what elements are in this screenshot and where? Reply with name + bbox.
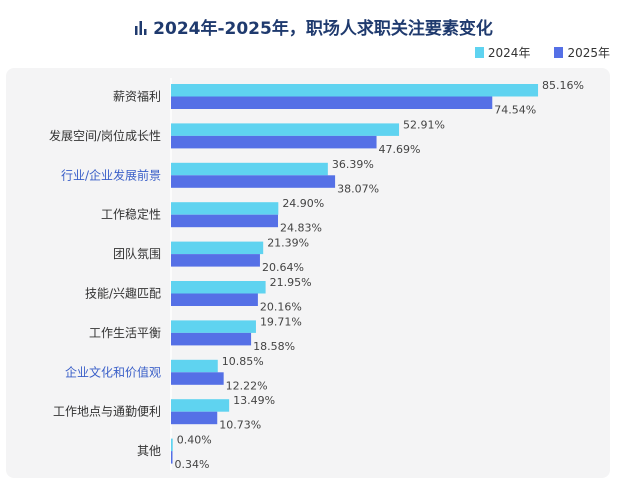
bar-2025年 <box>171 451 173 464</box>
bar-2025年 <box>171 135 377 149</box>
bar-2024年 <box>171 359 218 373</box>
bar-2024年 <box>171 399 230 412</box>
data-label: 21.39% <box>267 237 309 250</box>
bar-2025年 <box>171 372 224 385</box>
data-label: 0.34% <box>175 458 210 471</box>
bar-2024年 <box>171 438 173 452</box>
legend-label-2025: 2025年 <box>567 46 610 60</box>
data-label: 36.39% <box>332 158 374 171</box>
bar-2024年 <box>171 241 264 255</box>
bar-2024年 <box>171 202 279 215</box>
bar-2024年 <box>171 84 539 97</box>
bar-2025年 <box>171 175 336 188</box>
chart-title-text: 2024年-2025年，职场人求职关注要素变化 <box>153 19 493 39</box>
data-label: 74.54% <box>494 104 536 117</box>
legend-swatch-2025 <box>554 47 564 58</box>
legend: 2024年 2025年 <box>474 44 610 61</box>
bar-2025年 <box>171 293 258 306</box>
bar-2024年 <box>171 123 400 136</box>
data-label: 20.64% <box>262 261 304 274</box>
chart-title: 2024年-2025年，职场人求职关注要素变化 <box>0 14 628 39</box>
category-label: 企业文化和价值观 <box>65 364 161 379</box>
category-label: 薪资福利 <box>113 89 161 104</box>
data-label: 52.91% <box>403 118 445 131</box>
category-label: 技能/兴趣匹配 <box>85 286 161 301</box>
data-label: 12.22% <box>226 379 268 392</box>
category-label: 发展空间/岗位成长性 <box>49 128 161 143</box>
category-label: 工作稳定性 <box>101 207 161 222</box>
bar-2025年 <box>171 254 260 267</box>
bar-chart-icon <box>135 21 147 35</box>
legend-label-2024: 2024年 <box>487 46 531 60</box>
data-label: 24.90% <box>282 197 324 210</box>
bar-2024年 <box>171 320 256 333</box>
category-label: 工作地点与通勤便利 <box>53 405 161 419</box>
data-label: 20.16% <box>260 301 302 314</box>
data-label: 10.73% <box>219 419 261 432</box>
legend-item-2025: 2025年 <box>554 44 610 61</box>
data-label: 21.95% <box>270 276 312 289</box>
data-label: 18.58% <box>253 340 295 353</box>
bar-2024年 <box>171 281 266 294</box>
category-label: 行业/企业发展前景 <box>61 167 161 182</box>
category-label: 其他 <box>137 444 161 458</box>
data-label: 47.69% <box>379 143 421 156</box>
category-label: 工作生活平衡 <box>89 326 161 340</box>
bar-2025年 <box>171 411 218 425</box>
data-label: 85.16% <box>542 79 584 92</box>
bar-2025年 <box>171 96 493 109</box>
data-label: 0.40% <box>177 434 212 447</box>
data-label: 13.49% <box>233 394 275 407</box>
bar-2025年 <box>171 214 279 228</box>
legend-item-2024: 2024年 <box>474 44 531 61</box>
data-label: 38.07% <box>337 182 379 195</box>
data-label: 24.83% <box>280 222 322 235</box>
category-label: 团队氛围 <box>113 246 161 261</box>
bar-2025年 <box>171 332 252 346</box>
bar-2024年 <box>171 162 328 176</box>
data-label: 19.71% <box>260 315 302 328</box>
data-label: 10.85% <box>222 355 264 368</box>
legend-swatch-2024 <box>474 47 484 58</box>
